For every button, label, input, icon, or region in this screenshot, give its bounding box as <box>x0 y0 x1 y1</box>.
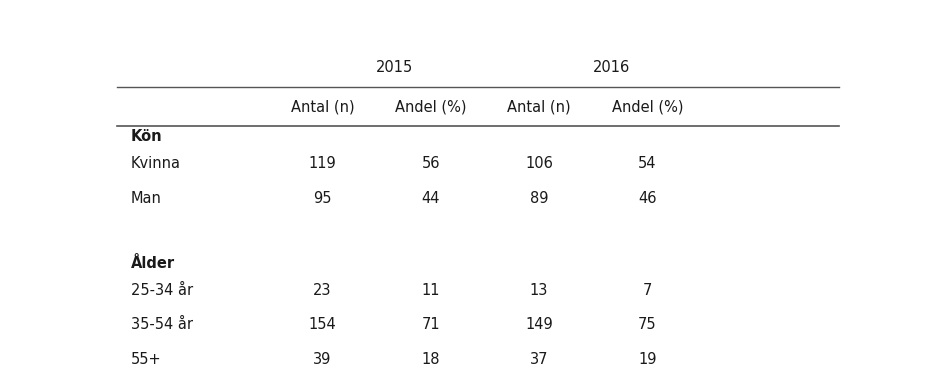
Text: 25-34 år: 25-34 år <box>130 282 193 298</box>
Text: 19: 19 <box>638 352 657 367</box>
Text: 23: 23 <box>313 282 332 298</box>
Text: 18: 18 <box>421 352 440 367</box>
Text: Kön: Kön <box>130 129 162 144</box>
Text: 46: 46 <box>638 191 657 206</box>
Text: 2015: 2015 <box>376 60 413 75</box>
Text: 2016: 2016 <box>593 60 630 75</box>
Text: 149: 149 <box>525 317 553 332</box>
Text: 54: 54 <box>638 156 657 172</box>
Text: Man: Man <box>130 191 162 206</box>
Text: 56: 56 <box>421 156 440 172</box>
Text: Antal (n): Antal (n) <box>291 99 354 114</box>
Text: 154: 154 <box>308 317 336 332</box>
Text: 44: 44 <box>421 191 440 206</box>
Text: 11: 11 <box>421 282 440 298</box>
Text: 35-54 år: 35-54 år <box>130 317 193 332</box>
Text: 75: 75 <box>638 317 657 332</box>
Text: 13: 13 <box>530 282 548 298</box>
Text: 39: 39 <box>313 352 332 367</box>
Text: 106: 106 <box>525 156 553 172</box>
Text: Antal (n): Antal (n) <box>507 99 571 114</box>
Text: Andel (%): Andel (%) <box>395 99 466 114</box>
Text: Andel (%): Andel (%) <box>611 99 683 114</box>
Text: 119: 119 <box>308 156 336 172</box>
Text: Kvinna: Kvinna <box>130 156 181 172</box>
Text: Ålder: Ålder <box>130 255 175 271</box>
Text: 55+: 55+ <box>130 352 161 367</box>
Text: 95: 95 <box>313 191 332 206</box>
Text: 71: 71 <box>421 317 440 332</box>
Text: 37: 37 <box>529 352 548 367</box>
Text: 7: 7 <box>643 282 652 298</box>
Text: 89: 89 <box>529 191 548 206</box>
